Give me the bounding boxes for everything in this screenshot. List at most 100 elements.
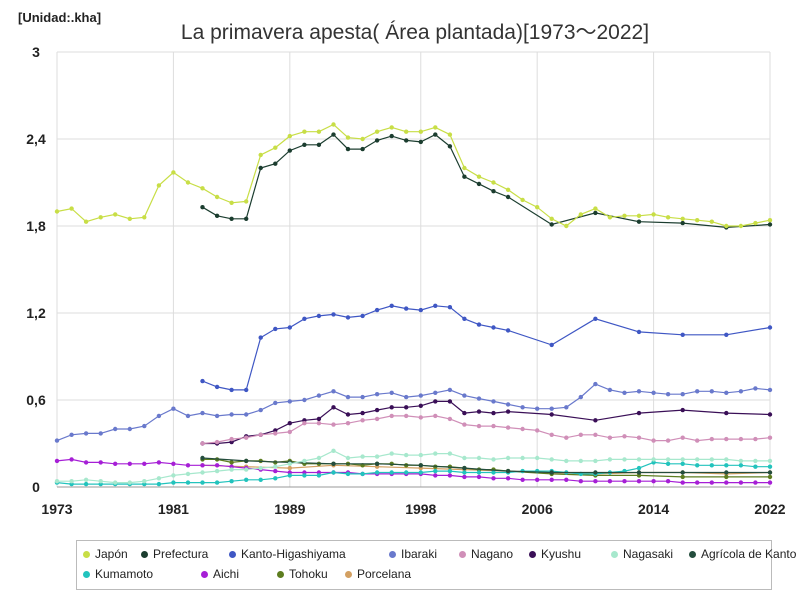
legend-label: Nagasaki	[623, 547, 674, 561]
data-point	[316, 129, 322, 134]
data-point	[549, 412, 554, 417]
data-point	[680, 461, 685, 466]
data-point	[738, 223, 744, 229]
data-point	[287, 399, 292, 404]
data-point	[287, 465, 292, 471]
data-point	[680, 407, 685, 413]
data-point	[360, 146, 365, 152]
series-line	[56, 458, 770, 484]
series-line	[202, 305, 771, 391]
data-point	[98, 215, 103, 220]
x-tick-label: 2022	[754, 501, 785, 517]
data-point	[709, 219, 714, 224]
data-point	[156, 460, 162, 465]
data-point	[83, 219, 89, 224]
data-point	[404, 405, 409, 410]
data-point	[83, 460, 89, 465]
data-point	[229, 216, 234, 221]
data-point	[345, 471, 351, 477]
data-point	[287, 148, 292, 153]
data-point	[287, 473, 292, 478]
data-point	[433, 132, 438, 137]
data-point	[665, 461, 671, 466]
data-point	[665, 457, 671, 462]
chart-title: La primavera apesta( Área plantada)[1973…	[180, 21, 650, 44]
data-point	[680, 470, 685, 475]
data-point	[680, 480, 685, 485]
data-point	[724, 457, 729, 462]
data-point	[389, 413, 394, 419]
data-point	[447, 473, 453, 478]
data-point	[244, 216, 249, 221]
legend-label: Japón	[95, 547, 128, 561]
series-line	[202, 400, 771, 445]
data-point	[665, 392, 671, 397]
data-point	[331, 389, 336, 394]
data-point	[447, 144, 453, 149]
series-prefectura	[200, 132, 773, 230]
data-point	[214, 413, 220, 419]
data-point	[331, 470, 336, 475]
data-point	[607, 479, 613, 484]
data-point	[505, 402, 511, 407]
x-tick-label: 1973	[41, 501, 72, 517]
data-point	[636, 219, 642, 224]
data-point	[462, 474, 467, 480]
data-point	[171, 406, 176, 411]
data-point	[680, 474, 685, 480]
data-point	[505, 468, 511, 474]
data-point	[244, 199, 249, 204]
data-point	[404, 138, 409, 143]
series-line	[202, 133, 771, 229]
data-point	[636, 410, 642, 416]
legend-item: Aichi	[201, 567, 239, 581]
data-point	[360, 394, 365, 400]
data-point	[651, 479, 656, 484]
data-point	[535, 455, 540, 461]
data-point	[767, 458, 773, 464]
data-point	[447, 399, 453, 404]
legend-swatch	[689, 550, 696, 558]
data-point	[476, 423, 482, 429]
data-point	[549, 222, 554, 227]
data-point	[593, 381, 598, 387]
data-point	[404, 470, 409, 475]
data-point	[345, 412, 351, 417]
data-point	[360, 418, 365, 423]
data-point	[360, 136, 365, 142]
legend-swatch	[529, 550, 536, 558]
data-point	[142, 479, 147, 484]
data-point	[476, 181, 482, 187]
data-point	[54, 209, 60, 214]
data-point	[607, 457, 613, 462]
series-kyushu	[200, 399, 773, 446]
data-point	[345, 146, 351, 152]
data-point	[433, 390, 438, 395]
data-point	[200, 463, 205, 468]
data-point	[244, 467, 249, 472]
data-point	[651, 457, 656, 462]
data-point	[622, 457, 627, 462]
grid	[56, 51, 771, 488]
data-point	[564, 458, 569, 464]
x-tick-label: 1981	[158, 501, 189, 517]
data-point	[98, 431, 103, 436]
data-point	[433, 125, 438, 130]
data-point	[374, 392, 380, 397]
data-point	[374, 470, 380, 475]
data-point	[680, 332, 685, 337]
data-point	[505, 425, 511, 430]
data-point	[302, 473, 307, 478]
legend-item: Kyushu	[529, 547, 581, 561]
data-point	[767, 464, 773, 469]
data-point	[476, 474, 482, 480]
data-point	[345, 421, 351, 426]
data-point	[113, 426, 118, 432]
legend-item: Kumamoto	[83, 567, 153, 581]
data-point	[447, 468, 453, 474]
data-point	[505, 194, 511, 200]
data-point	[520, 426, 525, 432]
data-point	[345, 315, 351, 320]
data-point	[200, 410, 205, 416]
data-point	[491, 476, 496, 481]
